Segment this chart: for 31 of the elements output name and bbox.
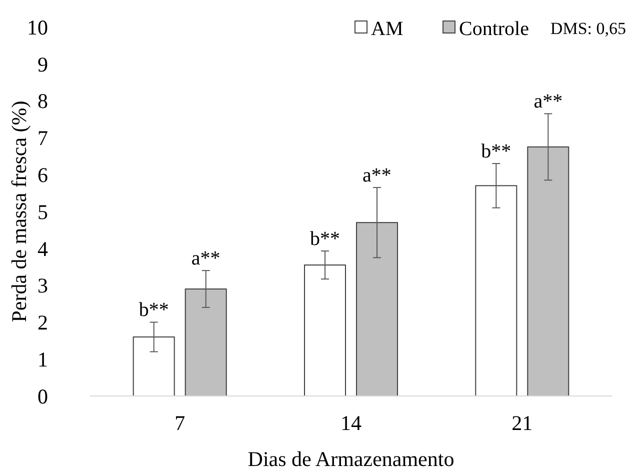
annotation: b**: [138, 299, 169, 322]
annotation: b**: [310, 228, 340, 250]
annotation: DMS: 0,65: [550, 19, 626, 38]
x-tick-label: 7: [174, 411, 186, 435]
x-tick-label: 21: [512, 411, 533, 435]
y-tick-label: 2: [38, 310, 48, 335]
legend-label: AM: [371, 18, 404, 40]
annotation: a**: [534, 90, 563, 113]
y-tick-label: 1: [38, 347, 48, 372]
y-tick-label: 6: [38, 162, 48, 187]
bar: [527, 146, 570, 396]
x-axis-title: Dias de Armazenamento: [248, 447, 454, 471]
bar: [475, 185, 518, 396]
annotation: a**: [362, 164, 392, 187]
y-tick-label: 4: [38, 236, 48, 261]
bar: [132, 336, 175, 396]
legend-label: Controle: [459, 18, 530, 40]
bar: [184, 288, 227, 396]
y-tick-label: 5: [38, 200, 48, 224]
y-axis-title: Perda de massa fresca (%): [7, 100, 31, 322]
bar: [356, 222, 398, 396]
annotation: b**: [481, 140, 512, 163]
y-tick-label: 10: [27, 15, 48, 40]
annotation: a**: [191, 248, 220, 270]
y-tick-label: 0: [38, 384, 48, 408]
bar: [304, 264, 346, 396]
x-tick-label: 14: [340, 411, 362, 435]
y-tick-label: 9: [38, 52, 48, 76]
y-tick-label: 3: [38, 274, 48, 298]
y-tick-label: 8: [38, 89, 48, 114]
y-tick-label: 7: [38, 126, 48, 150]
